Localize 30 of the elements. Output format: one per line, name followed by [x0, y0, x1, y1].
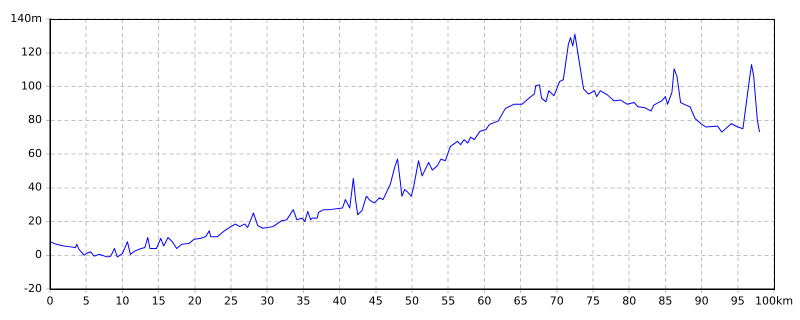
x-tick-label: 65 — [514, 294, 528, 308]
x-tick-label: 15 — [152, 294, 166, 308]
x-tick-label: 60 — [477, 294, 492, 308]
x-tick-label: 90 — [694, 294, 709, 308]
y-tick-label: -20 — [24, 282, 42, 295]
x-tick-label: 100km — [754, 294, 794, 308]
x-tick-label: 5 — [82, 294, 90, 308]
x-tick-label: 85 — [658, 294, 672, 308]
x-tick-label: 20 — [188, 294, 202, 308]
y-tick-label: 100 — [21, 79, 42, 92]
y-tick-label: 0 — [35, 248, 42, 262]
y-tick-label: 60 — [28, 146, 42, 160]
y-tick-label: 80 — [28, 113, 42, 126]
x-tick-label: 40 — [332, 294, 347, 308]
x-tick-label: 75 — [586, 294, 600, 308]
x-tick-label: 80 — [622, 294, 636, 308]
x-tick-label: 0 — [46, 294, 54, 308]
y-tick-label: 20 — [28, 214, 42, 228]
y-tick-label: 40 — [28, 180, 42, 194]
x-tick-label: 30 — [260, 294, 274, 308]
x-tick-label: 55 — [441, 294, 456, 308]
x-tick-label: 95 — [730, 294, 745, 308]
x-tick-label: 50 — [405, 294, 419, 308]
x-tick-label: 25 — [224, 294, 238, 308]
x-tick-label: 45 — [368, 294, 383, 308]
y-tick-label: 120 — [21, 46, 42, 59]
x-tick-label: 35 — [296, 294, 310, 308]
x-tick-label: 10 — [115, 294, 130, 308]
y-tick-label: 140m — [10, 12, 42, 25]
x-tick-label: 70 — [550, 294, 564, 308]
